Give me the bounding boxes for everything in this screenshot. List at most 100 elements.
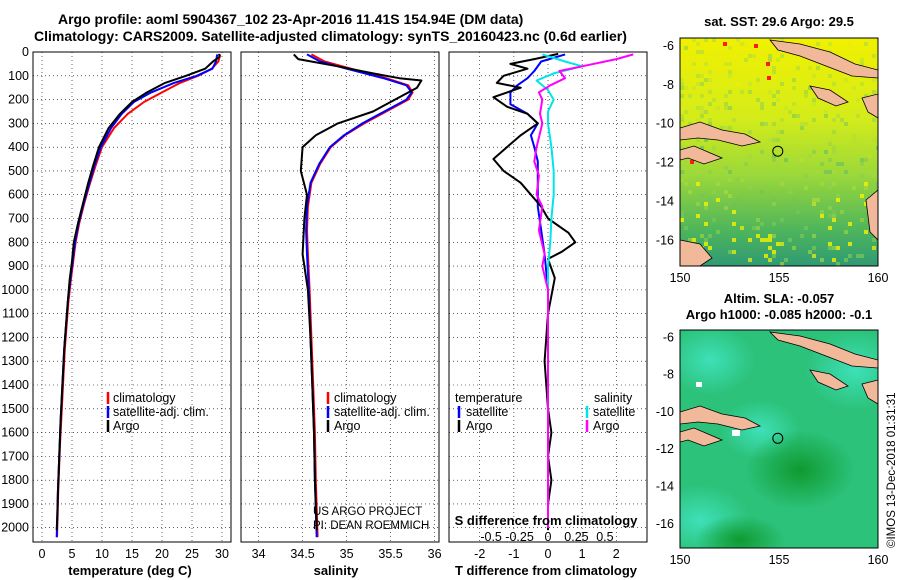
sst-pixel xyxy=(772,102,776,106)
sst-pixel xyxy=(828,226,832,230)
legend-label-s-satellite: satellite xyxy=(593,405,635,419)
sst-pixel xyxy=(732,222,736,226)
sst-pixel xyxy=(876,186,878,190)
sst-pixel xyxy=(804,174,808,178)
sst-pixel xyxy=(724,206,728,210)
coastline-landmass xyxy=(865,189,878,241)
sst-pixel xyxy=(740,42,744,46)
sst-pixel xyxy=(776,162,780,166)
map-lat-tick-label: -16 xyxy=(656,517,674,531)
sst-pixel xyxy=(792,114,796,118)
map-lat-tick-label: -12 xyxy=(656,156,674,170)
sst-pixel xyxy=(760,238,764,242)
sst-pixel xyxy=(832,150,836,154)
sst-pixel xyxy=(684,46,688,50)
sst-pixel xyxy=(812,98,816,102)
sst-pixel xyxy=(796,66,800,70)
island-landmass xyxy=(680,145,724,165)
sst-pixel xyxy=(860,194,864,198)
sst-pixel xyxy=(740,226,744,230)
sst-pixel xyxy=(696,42,700,46)
sst-pixel xyxy=(696,82,700,86)
sst-pixel xyxy=(868,154,872,158)
sst-pixel xyxy=(724,62,728,66)
sst-pixel xyxy=(748,90,752,94)
t-difference-tick-label: -1 xyxy=(508,547,519,561)
sst-pixel xyxy=(696,182,700,186)
sst-pixel xyxy=(760,190,764,194)
legend-label-satellite: satellite-adj. clim. xyxy=(334,405,430,419)
salinity-legend: climatology satellite-adj. clim. Argo xyxy=(326,391,430,433)
sst-pixel xyxy=(748,54,752,58)
sst-pixel xyxy=(824,114,828,118)
sst-pixel xyxy=(752,226,756,230)
map-lat-tick-label: -8 xyxy=(663,78,674,92)
sst-pixel xyxy=(816,170,820,174)
temperature-tick-label: 25 xyxy=(185,547,199,561)
sst-pixel xyxy=(776,130,780,134)
sst-pixel xyxy=(788,238,792,242)
depth-tick-label: 1300 xyxy=(1,354,29,368)
sst-pixel xyxy=(692,62,696,66)
sst-pixel xyxy=(876,138,878,142)
sst-pixel xyxy=(788,110,792,114)
sst-pixel xyxy=(700,146,704,150)
tick-layer: 0100200300400500600700800900100011001200… xyxy=(1,39,888,567)
sst-pixel xyxy=(772,254,776,258)
sst-pixel xyxy=(780,242,784,246)
sst-pixel xyxy=(804,90,808,94)
depth-tick-label: 800 xyxy=(8,235,29,249)
sst-hot-pixel xyxy=(767,76,771,80)
sst-pixel xyxy=(776,242,780,246)
sst-pixel xyxy=(724,190,728,194)
sst-pixel xyxy=(708,102,712,106)
legend-label-argo: Argo xyxy=(113,419,139,433)
series-line-satellite-adj-clim- xyxy=(305,53,413,538)
sst-pixel xyxy=(704,74,708,78)
sst-pixel xyxy=(844,122,848,126)
difference-salinity-legend: salinity satellite Argo xyxy=(585,391,635,433)
island-landmass xyxy=(809,369,849,391)
sst-pixel xyxy=(848,242,852,246)
sst-pixel xyxy=(704,138,708,142)
sst-pixel xyxy=(704,78,708,82)
series-line-argo xyxy=(293,53,423,531)
sst-pixel xyxy=(828,246,832,250)
sst-pixel xyxy=(680,170,684,174)
sst-pixel xyxy=(680,86,684,90)
figure-title-line2: Climatology: CARS2009. Satellite-adjuste… xyxy=(34,28,627,44)
island-landmass xyxy=(768,331,878,369)
s-difference-tick-label: -0.25 xyxy=(505,530,534,544)
sst-pixel xyxy=(844,230,848,234)
sst-pixel xyxy=(836,198,840,202)
sst-pixel xyxy=(680,146,684,150)
sst-pixel xyxy=(772,222,776,226)
sst-pixel xyxy=(832,82,836,86)
sst-pixel xyxy=(828,186,832,190)
sst-pixel xyxy=(756,226,760,230)
sst-pixel xyxy=(708,198,712,202)
sla-missing-data xyxy=(696,382,702,387)
imos-watermark: ©IMOS 13-Dec-2018 01:31:31 xyxy=(886,392,898,548)
sst-pixel xyxy=(784,158,788,162)
sst-pixel xyxy=(756,38,760,42)
depth-tick-label: 100 xyxy=(8,69,29,83)
sst-pixel xyxy=(724,106,728,110)
s-difference-tick-label: -0.5 xyxy=(480,530,502,544)
sst-pixel xyxy=(800,126,804,130)
sst-pixel xyxy=(860,174,864,178)
sla-high-patch xyxy=(680,330,755,395)
sst-pixel xyxy=(872,246,876,250)
difference-temperature-legend: temperature satellite Argo xyxy=(455,391,522,433)
sst-pixel xyxy=(724,126,728,130)
sst-pixel xyxy=(800,234,804,238)
sst-pixel xyxy=(744,58,748,62)
depth-tick-label: 1700 xyxy=(1,449,29,463)
salinity-tick-label: 35.5 xyxy=(378,547,402,561)
map-lon-tick-label: 160 xyxy=(868,553,889,567)
island-landmass xyxy=(680,121,762,147)
sst-pixel xyxy=(712,218,716,222)
sst-pixel xyxy=(756,218,760,222)
grid-layer xyxy=(33,51,647,542)
sst-pixel xyxy=(832,118,836,122)
